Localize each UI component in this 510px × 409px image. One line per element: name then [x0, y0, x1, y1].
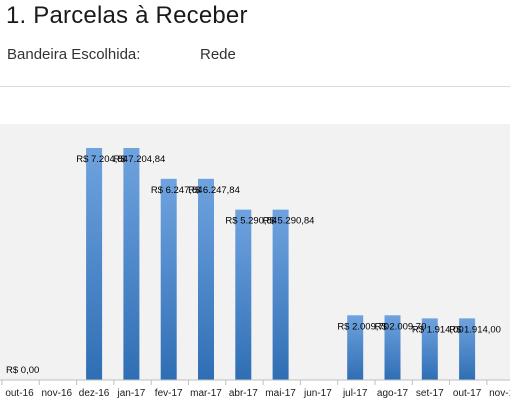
bar-mai-17 — [272, 209, 289, 380]
bar-jan-17 — [123, 148, 140, 380]
bar-abr-17 — [235, 209, 252, 380]
x-tick-label: out-17 — [453, 388, 482, 399]
x-tick-label: abr-17 — [229, 388, 258, 399]
x-tick-label: dez-16 — [79, 388, 110, 399]
bar-fev-17 — [160, 178, 177, 380]
x-tick-label: jul-17 — [342, 388, 368, 399]
data-label: R$ 6.247,84 — [188, 185, 240, 196]
x-tick-label: jan-17 — [116, 388, 145, 399]
data-label: R$ 2.009,70 — [337, 321, 389, 332]
x-tick-label: mai-17 — [265, 388, 296, 399]
data-label: R$ 1.914,00 — [449, 324, 501, 335]
x-tick-label: out-16 — [5, 388, 34, 399]
x-tick-label: mar-17 — [190, 388, 222, 399]
x-tick-label: fev-17 — [155, 388, 183, 399]
x-tick-label: jun-17 — [303, 388, 332, 399]
bar-dez-16 — [86, 148, 103, 380]
x-tick-label: nov-16 — [42, 388, 73, 399]
bar-out-17 — [459, 318, 476, 380]
data-label: R$ 5.290,84 — [263, 216, 315, 227]
data-label: R$ 0,00 — [6, 365, 39, 376]
flag-value: Rede — [200, 46, 236, 63]
bar-ago-17 — [384, 315, 401, 380]
x-tick-label: ago-17 — [377, 388, 409, 399]
data-label: R$ 2.009,70 — [375, 321, 427, 332]
data-label: R$ 7.204,84 — [114, 154, 166, 165]
bar-jul-17 — [347, 315, 364, 380]
data-label: R$ 7.204,84 — [76, 154, 128, 165]
flag-label: Bandeira Escolhida: — [7, 46, 141, 63]
bar-mar-17 — [198, 178, 214, 380]
x-tick-label: nov-17 — [489, 388, 510, 399]
data-label: R$ 5.290,84 — [225, 216, 277, 227]
bar-set-17 — [421, 318, 438, 380]
data-label: R$ 1.914,00 — [412, 324, 464, 335]
page-title: 1. Parcelas à Receber — [6, 2, 248, 29]
x-tick-label: set-17 — [416, 388, 444, 399]
data-label: R$ 6.247,84 — [151, 185, 203, 196]
